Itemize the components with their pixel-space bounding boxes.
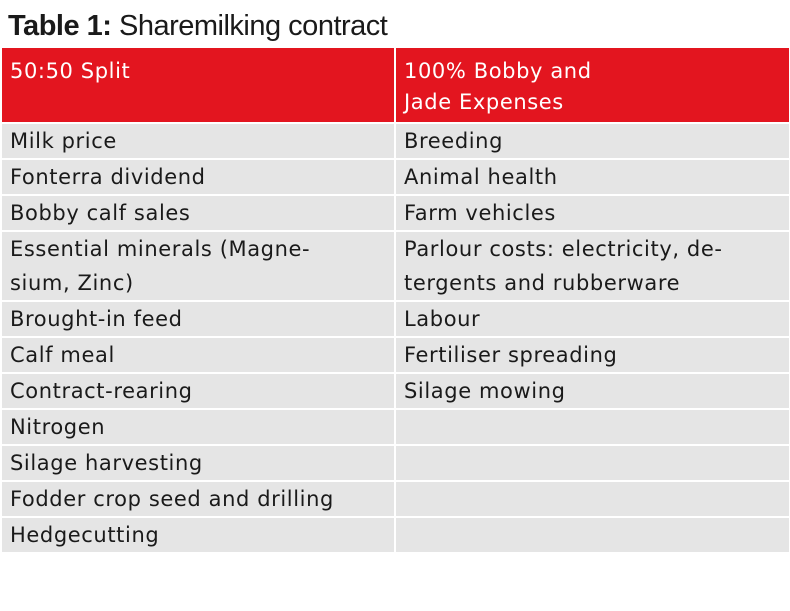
table-header-row: 50:50 Split 100% Bobby and Jade Expenses	[2, 48, 789, 124]
cell-100-expenses	[395, 481, 789, 518]
header-100-expenses: 100% Bobby and Jade Expenses	[395, 48, 789, 124]
cell-50-50-split: Bobby calf sales	[2, 195, 396, 232]
cell-50-50-split: Hedgecutting	[2, 517, 396, 554]
cell-50-50-split: Milk price	[2, 123, 396, 160]
sharemilking-table: 50:50 Split 100% Bobby and Jade Expenses …	[2, 48, 789, 554]
cell-100-expenses: Silage mowing	[395, 373, 789, 410]
table-row: Calf meal Fertiliser spreading	[2, 337, 789, 374]
table-row: Nitrogen	[2, 409, 789, 446]
cell-100-expenses: Animal health	[395, 159, 789, 196]
table-row: Contract-rearing Silage mowing	[2, 373, 789, 410]
cell-100-expenses: Fertiliser spreading	[395, 337, 789, 374]
cell-100-expenses	[395, 409, 789, 446]
cell-50-50-split: Essential minerals (Magne-sium, Zinc)	[2, 231, 396, 302]
table-row: Essential minerals (Magne-sium, Zinc) Par…	[2, 231, 789, 302]
table-row: Fodder crop seed and drilling	[2, 481, 789, 518]
cell-50-50-split: Silage harvesting	[2, 445, 396, 482]
cell-50-50-split: Fodder crop seed and drilling	[2, 481, 396, 518]
header-50-50-split: 50:50 Split	[2, 48, 396, 124]
cell-100-expenses: Farm vehicles	[395, 195, 789, 232]
table-row: Milk price Breeding	[2, 123, 789, 160]
table-row: Fonterra dividend Animal health	[2, 159, 789, 196]
cell-50-50-split: Brought-in feed	[2, 301, 396, 338]
table-row: Hedgecutting	[2, 517, 789, 554]
table-title: Table 1: Sharemilking contract	[8, 6, 388, 46]
table-row: Silage harvesting	[2, 445, 789, 482]
cell-100-expenses	[395, 445, 789, 482]
cell-50-50-split: Calf meal	[2, 337, 396, 374]
cell-100-expenses: Breeding	[395, 123, 789, 160]
table-row: Bobby calf sales Farm vehicles	[2, 195, 789, 232]
table-row: Brought-in feed Labour	[2, 301, 789, 338]
cell-100-expenses	[395, 517, 789, 554]
cell-100-expenses: Labour	[395, 301, 789, 338]
cell-50-50-split: Fonterra dividend	[2, 159, 396, 196]
table-title-text: Sharemilking contract	[119, 10, 388, 42]
cell-50-50-split: Nitrogen	[2, 409, 396, 446]
table-title-label: Table 1:	[8, 10, 112, 42]
cell-100-expenses: Parlour costs: electricity, de-tergents …	[395, 231, 789, 302]
cell-50-50-split: Contract-rearing	[2, 373, 396, 410]
table-body: Milk price Breeding Fonterra dividend Anima…	[2, 123, 789, 554]
